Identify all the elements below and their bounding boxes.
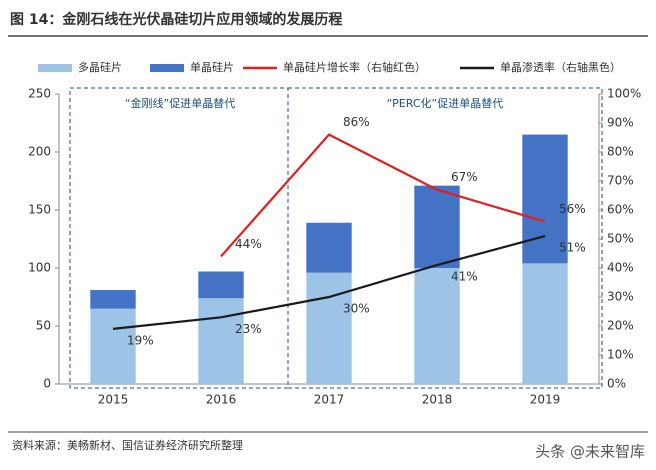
y-tick-label: 250 [28,87,51,101]
legend-swatch [38,64,72,72]
x-tick-label: 2015 [98,393,129,407]
y-tick-label: 0 [43,377,51,391]
y2-tick-label: 90% [607,116,634,130]
y2-tick-label: 0% [607,377,626,391]
y-tick-label: 150 [28,203,51,217]
data-label: 19% [127,333,154,347]
legend-label: 单晶硅片增长率（右轴红色） [283,60,426,74]
y2-tick-label: 20% [607,319,634,333]
y-tick-label: 100 [28,261,51,275]
y2-tick-label: 50% [607,232,634,246]
x-tick-label: 2019 [530,393,561,407]
y2-tick-label: 40% [607,261,634,275]
data-label: 51% [559,241,586,255]
annotation-box [287,87,603,389]
chart-title: 图 14：金刚石线在光伏晶硅切片应用领域的发展历程 [10,11,342,28]
x-tick-label: 2017 [314,393,345,407]
bar [306,222,352,273]
legend-swatch [150,64,184,72]
bar [90,290,136,309]
data-label: 41% [451,270,478,284]
annotation: “PERC化”促进单晶替代 [387,96,503,110]
legend-label: 单晶硅片 [190,61,234,74]
line [112,235,546,330]
data-label: 44% [235,237,262,251]
bar [306,272,352,384]
legend-label: 多晶硅片 [78,60,122,74]
bar [90,308,136,384]
data-label: 23% [235,322,262,336]
y2-tick-label: 30% [607,290,634,304]
data-label: 56% [559,202,586,216]
y2-tick-label: 100% [607,87,641,101]
data-label: 67% [451,170,478,184]
x-tick-label: 2016 [206,393,237,407]
bar [198,271,244,299]
source: 资料来源：美畅新材、国信证券经济研究所整理 [12,438,243,452]
bar [522,134,568,264]
bar [414,268,460,384]
bar [198,298,244,384]
data-label: 30% [343,302,370,316]
watermark: 头条 @未来智库 [535,443,645,461]
data-label: 86% [343,115,370,129]
bar [414,185,460,268]
y-tick-label: 200 [28,145,51,159]
annotation: “金刚线”促进单晶替代 [125,96,235,110]
y2-tick-label: 70% [607,174,634,188]
bar [522,263,568,384]
line [220,133,546,258]
y2-tick-label: 10% [607,348,634,362]
y-tick-label: 50 [36,319,51,333]
y2-tick-label: 80% [607,145,634,159]
legend-label: 单晶渗透率（右轴黑色） [500,60,621,74]
y2-tick-label: 60% [607,203,634,217]
x-tick-label: 2018 [422,393,453,407]
